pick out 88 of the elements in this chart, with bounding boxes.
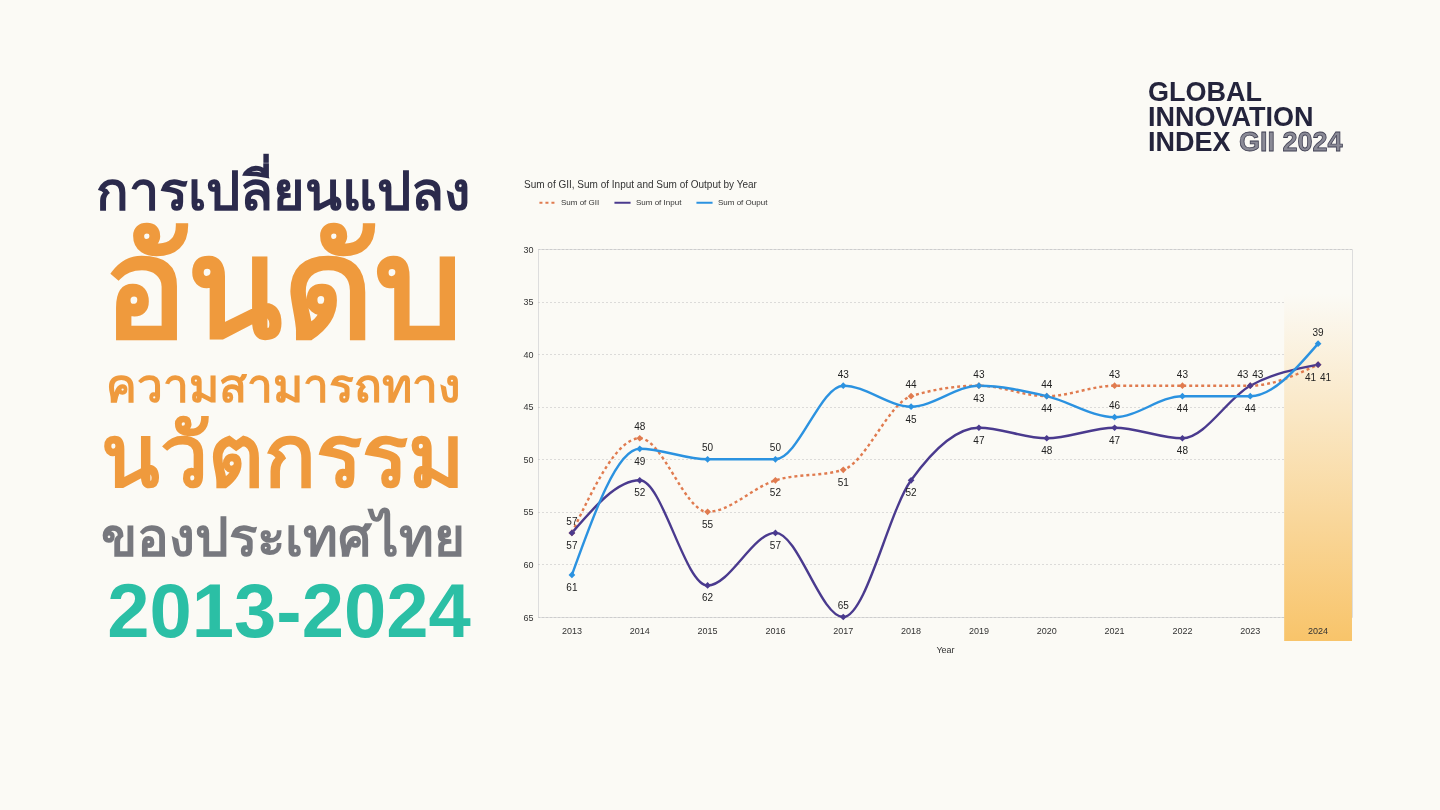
data-label: 41 [1305,371,1317,383]
x-tick-label: 2019 [968,625,989,636]
data-label: 43 [973,368,985,380]
y-tick-label: 30 [523,244,534,255]
data-label: 44 [1176,403,1189,415]
data-label: 43 [1176,368,1189,380]
legend-label: Sum of Input [636,197,683,207]
x-tick-label: 2014 [629,625,650,636]
y-tick-label: 45 [523,402,534,413]
point [1111,424,1118,432]
data-label: 47 [1109,434,1121,446]
data-label: 44 [905,379,918,391]
point [907,403,915,411]
y-tick-label: 60 [523,559,534,570]
point [636,434,644,442]
point [1179,392,1186,400]
point [772,455,779,463]
point [636,445,644,453]
data-label: 51 [837,476,850,488]
data-label: 44 [1041,403,1053,415]
point [839,466,847,474]
data-label: 57 [566,515,578,527]
data-label: 39 [1312,326,1325,338]
data-label: 62 [702,592,714,604]
y-tick-label: 40 [523,349,534,360]
text: 2013-2024 [107,568,471,653]
data-label: 55 [702,518,714,530]
data-label: 47 [973,434,985,446]
point [1111,413,1118,421]
data-label: 52 [634,487,646,499]
data-label: 48 [1176,445,1189,457]
y-tick-label: 55 [523,507,534,518]
data-label: 65 [837,600,850,611]
data-label: 50 [769,442,782,454]
point [568,571,576,579]
data-label: 45 [905,413,918,425]
point [1111,382,1118,390]
data-label: 41 [1320,371,1332,383]
data-label: 43 [1237,368,1249,380]
x-tick-label: 2017 [833,625,854,636]
data-label: 48 [634,421,646,433]
data-label: 43 [1252,368,1264,380]
y-tick-label: 65 [523,612,534,623]
point [1179,382,1186,390]
x-tick-label: 2015 [697,625,718,636]
data-label: 57 [769,539,782,551]
data-label: 43 [837,368,850,380]
x-tick-label: 2021 [1104,625,1125,636]
y-tick-label: 50 [523,454,534,465]
point [1314,340,1322,347]
data-label: 49 [634,455,646,467]
point [704,455,711,463]
y-tick-label: 35 [523,297,534,308]
legend-label: Sum of Ouput [718,197,769,207]
point [907,392,915,400]
x-tick-label: 2022 [1172,625,1193,636]
x-tick-label: 2013 [561,625,582,636]
data-label: 43 [973,392,985,404]
point [772,476,779,484]
point [1043,434,1051,442]
data-label: 50 [702,442,714,454]
chart-title: Sum of GII, Sum of Input and Sum of Output by Year [524,179,758,190]
text: ของประเทศไทย [101,507,465,567]
data-label: 52 [905,487,918,499]
data-label: 43 [1109,368,1121,380]
data-label: 52 [769,487,782,499]
x-tick-label: 2020 [1036,625,1057,636]
point [907,476,915,484]
data-label: 44 [1244,403,1257,415]
data-label: 57 [566,539,578,551]
x-tick-label: 2023 [1240,625,1261,636]
point [704,582,711,589]
data-label: 48 [1041,445,1053,457]
point [839,382,847,390]
x-tick-label: 2016 [765,625,786,636]
data-label: 61 [566,581,578,593]
point [772,529,779,537]
point [1179,434,1186,442]
point [975,424,983,432]
point [704,508,711,516]
point [636,476,644,484]
data-label: 44 [1041,379,1053,391]
legend-label: Sum of GII [561,197,600,207]
x-tick-label: 2024 [1308,625,1329,636]
x-axis-title: Year [936,644,955,655]
point [839,613,847,621]
data-label: 46 [1109,400,1121,412]
x-tick-label: 2018 [901,625,922,636]
